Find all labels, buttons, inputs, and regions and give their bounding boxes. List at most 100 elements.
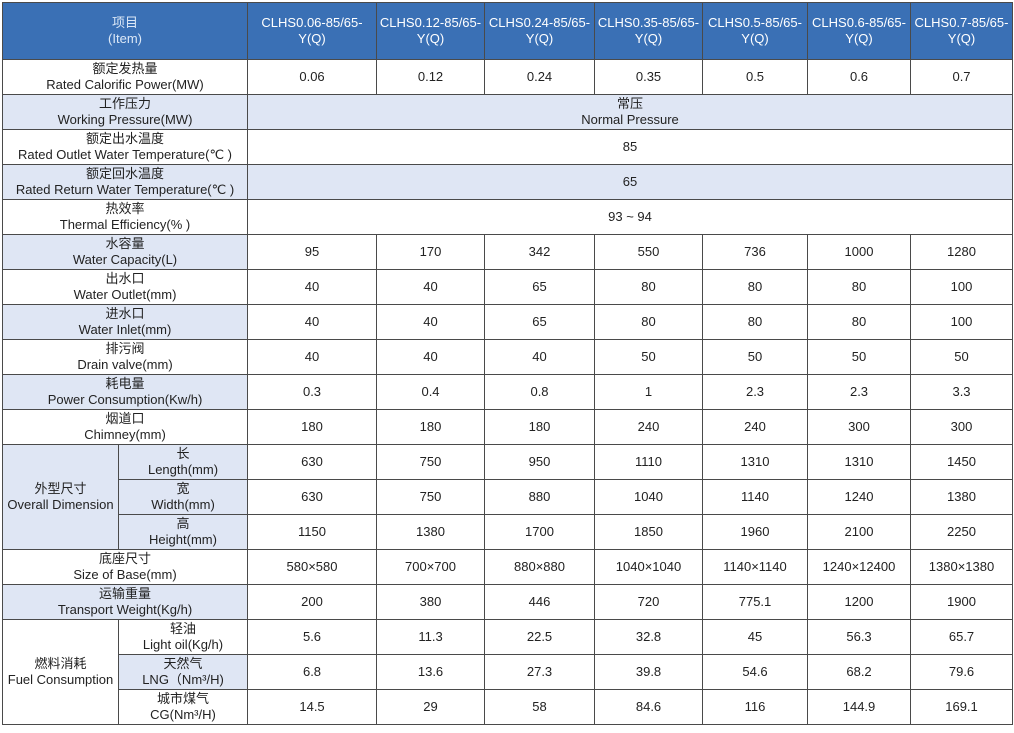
value-cell: 0.7 (910, 59, 1014, 95)
label-en: LNG（Nm³/H) (142, 672, 224, 687)
value-cell: 170 (376, 234, 486, 270)
span-value: 93 ~ 94 (247, 199, 1014, 235)
value-cell: 40 (247, 269, 378, 305)
value-cell: 1140×1140 (702, 549, 809, 585)
value-cell: 65 (484, 269, 596, 305)
row-label: 工作压力 Working Pressure(MW) (1, 94, 249, 130)
value-cell: 68.2 (807, 654, 912, 690)
label-zh: 耗电量 (105, 376, 145, 391)
row-label: 排污阀 Drain valve(mm) (1, 339, 249, 375)
row-outlet: 出水口 Water Outlet(mm) 40 40 65 80 80 80 100 (1, 269, 1014, 305)
value-cell: 1700 (484, 514, 596, 550)
value-cell: 0.12 (376, 59, 486, 95)
model-header: CLHS0.35-85/65-Y(Q) (594, 2, 704, 60)
row-efficiency: 热效率 Thermal Efficiency(% ) 93 ~ 94 (1, 199, 1014, 235)
value-cell: 6.8 (247, 654, 378, 690)
label-zh: 进水口 (105, 306, 145, 321)
value-cell: 50 (594, 339, 704, 375)
value-cell: 240 (702, 409, 809, 445)
value-cell: 100 (910, 304, 1014, 340)
value-cell: 32.8 (594, 619, 704, 655)
value-cell: 50 (807, 339, 912, 375)
value-cell: 144.9 (807, 689, 912, 725)
value-cell: 630 (247, 479, 378, 515)
span-value-zh: 常压 (617, 96, 644, 111)
row-label: 耗电量 Power Consumption(Kw/h) (1, 374, 249, 410)
value-cell: 65 (484, 304, 596, 340)
label-zh: 烟道口 (105, 411, 145, 426)
value-cell: 39.8 (594, 654, 704, 690)
value-cell: 27.3 (484, 654, 596, 690)
value-cell: 580×580 (247, 549, 378, 585)
value-cell: 65.7 (910, 619, 1014, 655)
value-cell: 630 (247, 444, 378, 480)
value-cell: 1150 (247, 514, 378, 550)
label-zh: 额定回水温度 (86, 166, 165, 181)
value-cell: 0.06 (247, 59, 378, 95)
row-label: 运输重量 Transport Weight(Kg/h) (1, 584, 249, 620)
row-label: 进水口 Water Inlet(mm) (1, 304, 249, 340)
value-cell: 80 (702, 304, 809, 340)
label-en: Rated Outlet Water Temperature(℃ ) (18, 147, 233, 162)
value-cell: 750 (376, 479, 486, 515)
value-cell: 14.5 (247, 689, 378, 725)
dimension-group-label: 外型尺寸 Overall Dimension (2, 444, 119, 550)
sub-label: 高 Height(mm) (117, 514, 249, 550)
value-cell: 1240 (807, 479, 912, 515)
value-cell: 56.3 (807, 619, 912, 655)
value-cell: 5.6 (247, 619, 378, 655)
value-cell: 736 (702, 234, 809, 270)
item-header-zh: 项目 (112, 15, 139, 30)
value-cell: 200 (247, 584, 378, 620)
value-cell: 11.3 (376, 619, 486, 655)
value-cell: 180 (376, 409, 486, 445)
value-cell: 79.6 (910, 654, 1014, 690)
value-cell: 58 (484, 689, 596, 725)
value-cell: 1 (594, 374, 704, 410)
value-cell: 0.35 (594, 59, 704, 95)
label-en: Size of Base(mm) (73, 567, 177, 582)
value-cell: 1200 (807, 584, 912, 620)
row-label: 底座尺寸 Size of Base(mm) (1, 549, 249, 585)
row-drain: 排污阀 Drain valve(mm) 40 40 40 50 50 50 50 (1, 339, 1014, 375)
label-en: Drain valve(mm) (77, 357, 173, 372)
value-cell: 1850 (594, 514, 704, 550)
row-capacity: 水容量 Water Capacity(L) 95 170 342 550 736 1000 12… (1, 234, 1014, 270)
row-dimension-height: 高 Height(mm) 1150 1380 1700 1850 1960 2100 225… (3, 514, 1014, 550)
value-cell: 380 (376, 584, 486, 620)
value-cell: 446 (484, 584, 596, 620)
value-cell: 13.6 (376, 654, 486, 690)
value-cell: 0.6 (807, 59, 912, 95)
fuel-group-label: 燃料消耗 Fuel Consumption (2, 619, 119, 725)
label-zh: 排污阀 (105, 341, 145, 356)
row-fuel-cg: 城市煤气 CG(Nm³/H) 14.5 29 58 84.6 116 144.9 169.1 (3, 689, 1014, 725)
sub-label: 宽 Width(mm) (117, 479, 249, 515)
value-cell: 100 (910, 269, 1014, 305)
value-cell: 240 (594, 409, 704, 445)
value-cell: 300 (807, 409, 912, 445)
value-cell: 1380 (910, 479, 1014, 515)
value-cell: 300 (910, 409, 1014, 445)
row-inlet: 进水口 Water Inlet(mm) 40 40 65 80 80 80 100 (1, 304, 1014, 340)
label-zh: 工作压力 (99, 96, 152, 111)
row-return-temp: 额定回水温度 Rated Return Water Temperature(℃ … (1, 164, 1014, 200)
value-cell: 180 (247, 409, 378, 445)
model-header: CLHS0.24-85/65-Y(Q) (484, 2, 596, 60)
row-label: 额定出水温度 Rated Outlet Water Temperature(℃ … (1, 129, 249, 165)
value-cell: 3.3 (910, 374, 1014, 410)
span-value-en: Normal Pressure (581, 112, 679, 127)
row-chimney: 烟道口 Chimney(mm) 180 180 180 240 240 300 300 (1, 409, 1014, 445)
row-pressure: 工作压力 Working Pressure(MW) 常压 Normal Pres… (1, 94, 1014, 130)
value-cell: 50 (910, 339, 1014, 375)
model-header: CLHS0.12-85/65-Y(Q) (376, 2, 486, 60)
label-zh: 轻油 (170, 621, 197, 636)
value-cell: 550 (594, 234, 704, 270)
value-cell: 1240×12400 (807, 549, 912, 585)
sub-label: 城市煤气 CG(Nm³/H) (117, 689, 249, 725)
value-cell: 50 (702, 339, 809, 375)
label-zh: 宽 (176, 481, 190, 496)
value-cell: 1380 (376, 514, 486, 550)
value-cell: 80 (807, 304, 912, 340)
value-cell: 29 (376, 689, 486, 725)
item-header-en: (Item) (108, 31, 142, 46)
